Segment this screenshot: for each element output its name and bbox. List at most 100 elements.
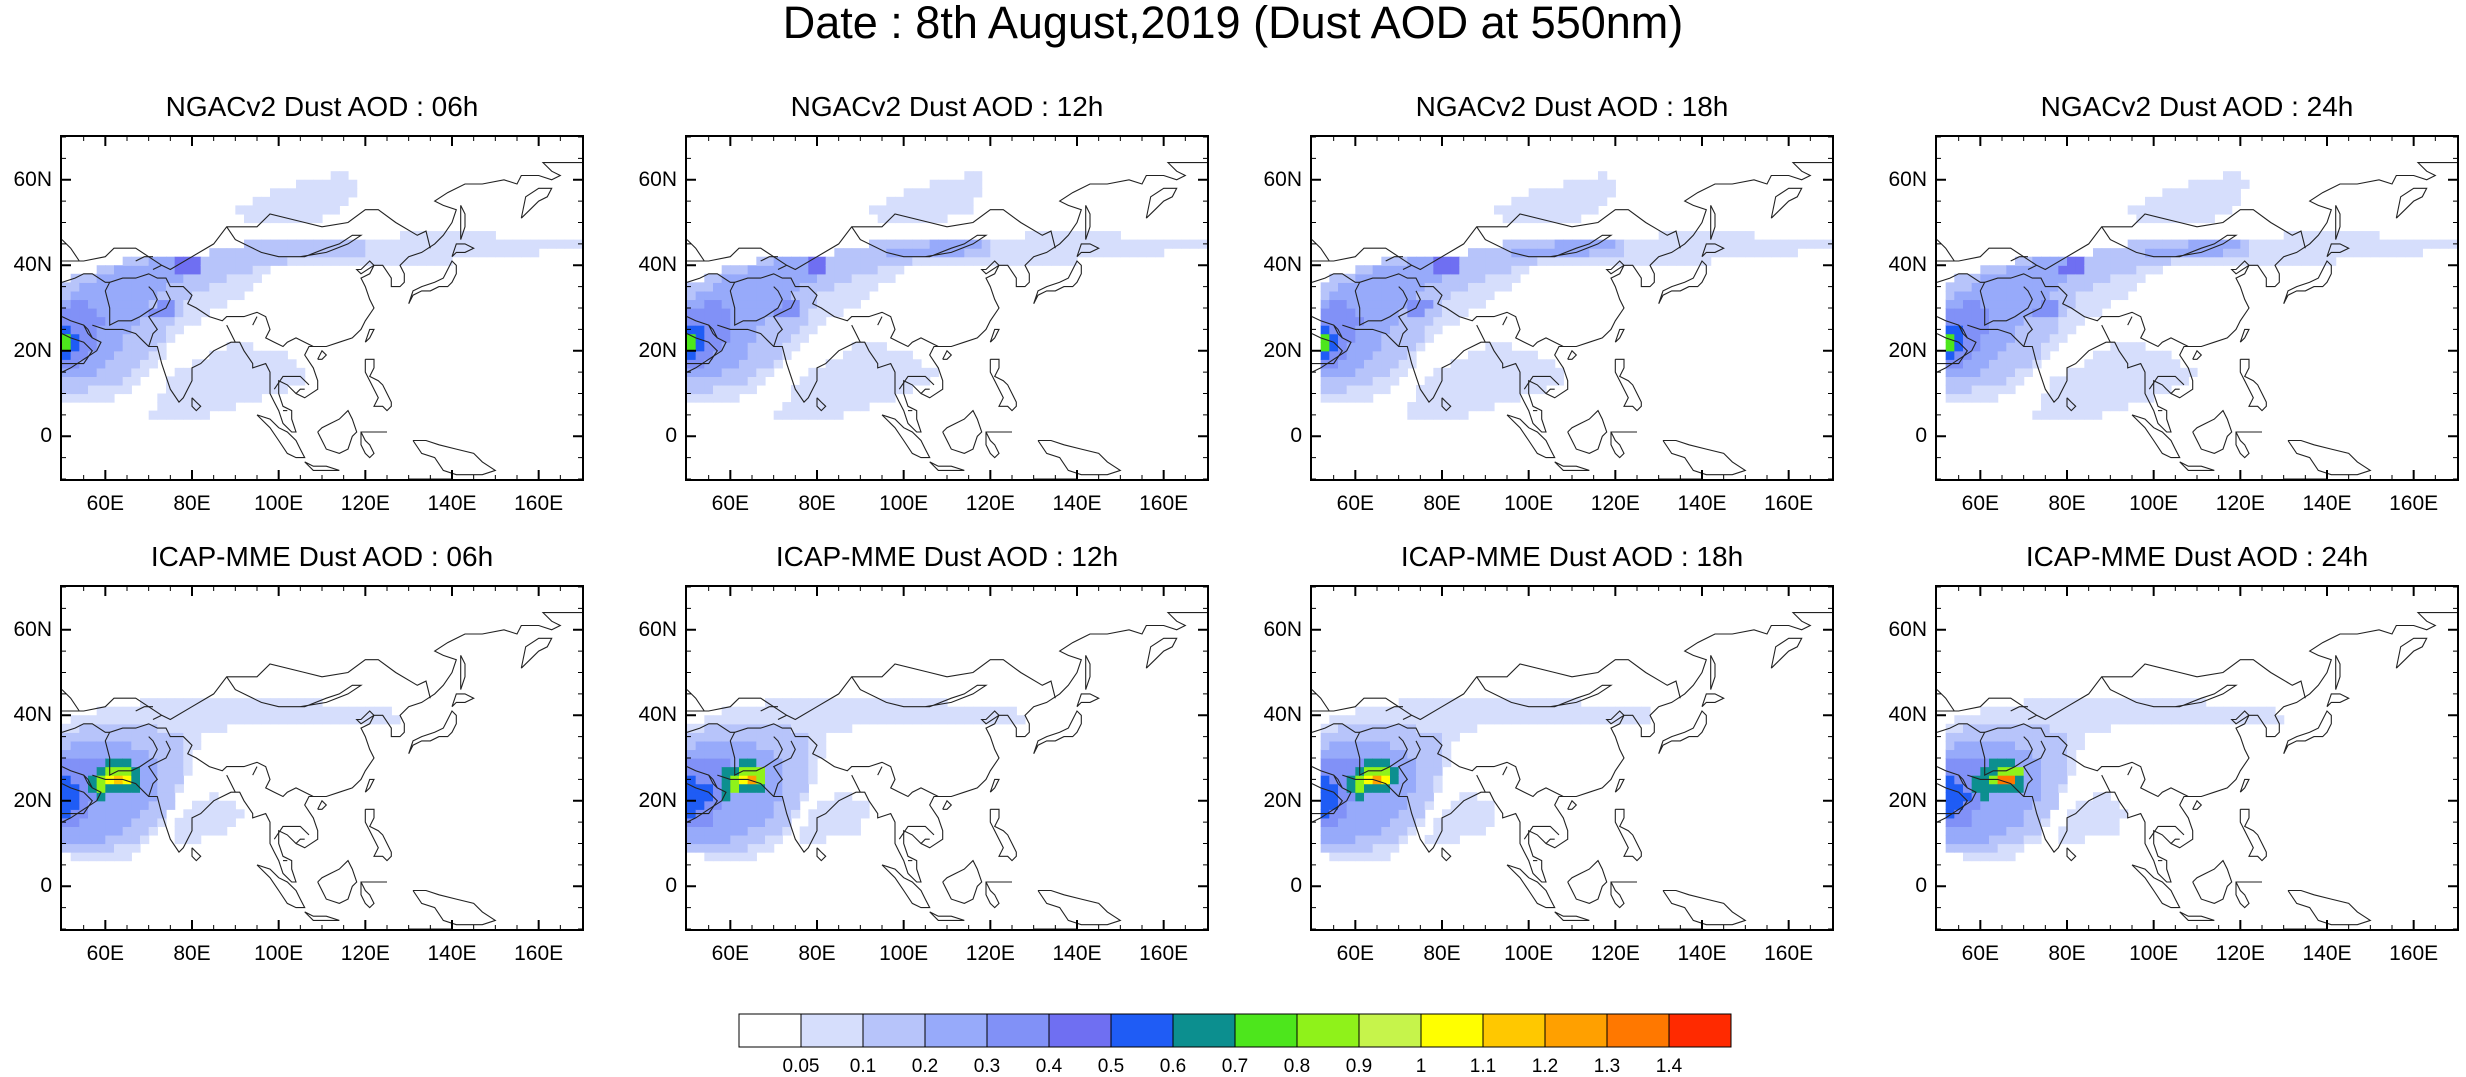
aod-cell xyxy=(895,367,905,377)
aod-cell xyxy=(929,367,939,377)
aod-cell xyxy=(1528,188,1538,198)
aod-cell xyxy=(140,333,150,343)
aod-cell xyxy=(886,384,896,395)
aod-cell xyxy=(1372,325,1382,335)
aod-cell xyxy=(1710,231,1720,241)
aod-cell xyxy=(252,384,262,395)
aod-cell xyxy=(70,342,80,352)
aod-cell xyxy=(252,376,262,386)
aod-cell xyxy=(1329,316,1339,326)
aod-cell xyxy=(2283,248,2293,258)
aod-cell xyxy=(747,783,757,793)
aod-cell xyxy=(79,852,89,862)
aod-cell xyxy=(79,282,89,292)
aod-cell xyxy=(192,299,202,309)
aod-cell xyxy=(2067,308,2077,318)
aod-cell xyxy=(1658,256,1668,266)
aod-cell xyxy=(1364,758,1374,768)
aod-cell xyxy=(2023,282,2033,292)
aod-cell xyxy=(2084,723,2094,733)
country-border xyxy=(2101,324,2111,343)
aod-cell xyxy=(1372,775,1382,785)
aod-cell xyxy=(895,205,905,215)
aod-cell xyxy=(1407,308,1417,318)
x-tick-label: 60E xyxy=(1961,492,2000,515)
aod-cell xyxy=(912,698,922,708)
aod-cell xyxy=(1954,384,1964,395)
aod-cell xyxy=(999,715,1009,725)
aod-cell xyxy=(96,834,106,845)
aod-cell xyxy=(2067,376,2077,386)
aod-cell xyxy=(929,256,939,266)
aod-cell xyxy=(1390,817,1400,827)
aod-cell xyxy=(1450,834,1460,845)
aod-cell xyxy=(1997,852,2007,862)
aod-cell xyxy=(2075,273,2085,283)
aod-cell xyxy=(2231,188,2241,198)
aod-cell xyxy=(1459,299,1469,309)
aod-cell xyxy=(730,273,740,283)
aod-cell xyxy=(1372,783,1382,793)
aod-cell xyxy=(2015,809,2025,819)
aod-cell xyxy=(1381,749,1391,759)
aod-cell xyxy=(825,698,835,708)
aod-cell xyxy=(1398,740,1408,751)
aod-cell xyxy=(1989,308,1999,318)
aod-cell xyxy=(261,715,271,725)
aod-cell xyxy=(469,239,479,249)
country-border xyxy=(147,290,171,347)
aod-cell xyxy=(704,783,714,793)
aod-cell xyxy=(713,740,723,751)
aod-cell xyxy=(1433,826,1443,836)
aod-cell xyxy=(1989,367,1999,377)
aod-cell xyxy=(981,706,991,716)
aod-cell xyxy=(148,766,158,776)
aod-cell xyxy=(1537,256,1547,266)
aod-cell xyxy=(704,384,714,395)
aod-cell xyxy=(209,698,219,708)
aod-cell xyxy=(721,393,731,403)
aod-cell xyxy=(851,342,861,352)
aod-cell xyxy=(348,188,358,198)
aod-cell xyxy=(2292,256,2302,266)
aod-cell xyxy=(114,273,124,283)
aod-cell xyxy=(1528,205,1538,215)
aod-cell xyxy=(1320,342,1330,352)
colorbar-swatch xyxy=(924,1013,988,1048)
country-border xyxy=(1523,375,1560,390)
aod-cell xyxy=(912,367,922,377)
aod-cell xyxy=(1390,749,1400,759)
aod-cell xyxy=(2084,817,2094,827)
aod-cell xyxy=(747,350,757,360)
aod-cell xyxy=(1736,248,1746,258)
aod-cell xyxy=(2084,826,2094,836)
aod-cell xyxy=(765,826,775,836)
aod-cell xyxy=(721,290,731,301)
aod-cell xyxy=(1390,766,1400,776)
panel-title: NGACv2 Dust AOD : 12h xyxy=(790,91,1104,122)
aod-cell xyxy=(1502,715,1512,725)
aod-cell xyxy=(799,333,809,343)
aod-cell xyxy=(2049,290,2059,301)
aod-cell xyxy=(252,393,262,403)
aod-cell xyxy=(2214,706,2224,716)
aod-cell xyxy=(79,826,89,836)
aod-cell xyxy=(1398,325,1408,335)
aod-cell xyxy=(1468,350,1478,360)
aod-cell xyxy=(1372,732,1382,742)
aod-cell xyxy=(252,265,262,275)
aod-cell xyxy=(122,342,132,352)
aod-cell xyxy=(1989,290,1999,301)
aod-cell xyxy=(773,834,783,845)
aod-cell xyxy=(1502,213,1512,224)
aod-cell xyxy=(2344,239,2354,249)
aod-cell xyxy=(782,826,792,836)
aod-cell xyxy=(765,800,775,810)
aod-cell xyxy=(1338,325,1348,335)
aod-cell xyxy=(1016,248,1026,258)
aod-cell xyxy=(2093,308,2103,318)
aod-cell xyxy=(174,817,184,827)
aod-cell xyxy=(1520,213,1530,224)
aod-cell xyxy=(791,783,801,793)
aod-cell xyxy=(2006,775,2016,785)
